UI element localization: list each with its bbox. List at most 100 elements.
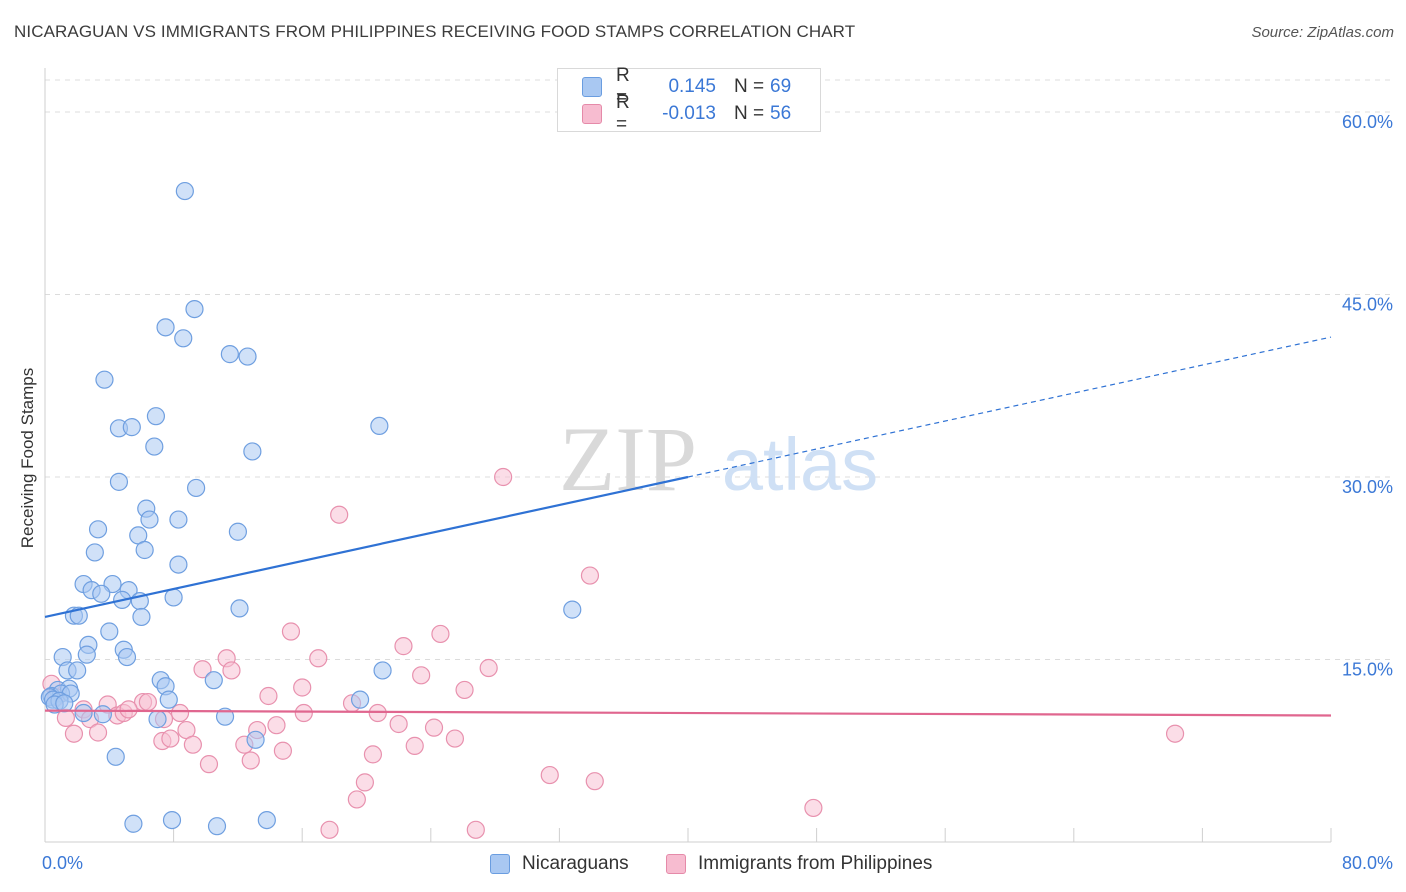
nicaraguans-point-44	[68, 661, 87, 680]
nicaraguans-point-60	[350, 690, 370, 709]
philippines-point-54	[320, 820, 339, 839]
y-tick-label-3: 60.0%	[1342, 112, 1393, 132]
nicaraguans-point-69	[207, 817, 227, 836]
nicaraguans-point-65	[246, 730, 265, 749]
philippines-point-28	[119, 700, 138, 719]
nicaraguans-point-64	[215, 707, 235, 726]
philippines-point-41	[183, 735, 202, 754]
y-tick-label-2: 45.0%	[1342, 295, 1393, 315]
philippines-point-33	[424, 718, 444, 737]
nicaraguans-point-28	[92, 584, 111, 603]
n-value: 69	[770, 76, 792, 97]
nicaraguans-point-12	[243, 442, 262, 461]
nicaraguans-point-16	[140, 510, 159, 529]
y-tick-label-0: 15.0%	[1342, 660, 1393, 680]
r-value: 0.145	[668, 76, 716, 97]
nicaraguans-point-4	[220, 345, 239, 364]
philippines-point-1	[330, 505, 349, 524]
nicaraguans-point-9	[122, 418, 141, 437]
nicaraguans-point-33	[563, 600, 582, 619]
trend-nicaraguans-dashed	[687, 336, 1332, 478]
series-nicaraguans-points	[40, 181, 582, 836]
philippines-point-44	[273, 741, 293, 760]
nicaraguans-point-22	[85, 543, 104, 562]
philippines-point-6	[309, 649, 328, 668]
legend-swatch-pink	[582, 104, 602, 124]
watermark: ZIP atlas	[559, 408, 878, 510]
philippines-point-52	[347, 790, 366, 809]
nicaraguans-point-7	[146, 407, 166, 426]
chart-source: Source: ZipAtlas.com	[1251, 24, 1394, 41]
philippines-point-5	[394, 637, 413, 656]
nicaraguans-point-21	[135, 540, 154, 560]
philippines-point-40	[445, 729, 465, 748]
watermark-zip: ZIP	[559, 408, 697, 510]
philippines-point-46	[1165, 724, 1185, 743]
philippines-point-31	[389, 714, 408, 734]
nicaraguans-point-18	[88, 520, 108, 539]
philippines-point-45	[363, 745, 383, 764]
r-value: -0.013	[662, 103, 716, 124]
correlation-legend: R = 0.145 N = 69 R = -0.013 N = 56	[557, 65, 821, 135]
nicaraguans-point-13	[187, 478, 206, 498]
nicaraguans-point-58	[55, 694, 74, 713]
philippines-point-32	[267, 716, 286, 735]
bottom-legend-label-philippines: Immigrants from Philippines	[698, 853, 933, 874]
nicaraguans-point-70	[257, 810, 276, 830]
legend-row-philippines: R = -0.013 N = 56	[582, 92, 792, 135]
nicaraguans-point-11	[145, 437, 164, 456]
nicaraguans-point-31	[164, 588, 183, 607]
bottom-legend-philippines: Immigrants from Philippines	[666, 852, 932, 876]
x-tick-label-0: 0.0%	[42, 853, 83, 873]
philippines-point-15	[259, 686, 278, 706]
philippines-point-20	[138, 692, 157, 712]
legend-swatch-blue	[582, 77, 602, 97]
axes	[44, 68, 1332, 843]
r-label: R =	[616, 92, 630, 135]
nicaraguans-point-19	[228, 522, 247, 541]
nicaraguans-point-66	[106, 747, 125, 766]
watermark-atlas: atlas	[722, 423, 878, 506]
philippines-point-50	[585, 772, 604, 791]
nicaraguans-point-68	[162, 810, 182, 830]
nicaraguans-point-23	[169, 555, 188, 574]
philippines-point-43	[405, 736, 424, 755]
nicaraguans-point-47	[204, 671, 223, 690]
series-philippines-points	[42, 467, 1185, 839]
philippines-point-39	[161, 729, 180, 748]
philippines-point-49	[540, 765, 559, 785]
bottom-legend-swatch-blue	[490, 854, 510, 874]
tick-labels: 15.0% 30.0% 45.0% 60.0% 0.0% 80.0%	[42, 112, 1393, 873]
philippines-point-8	[479, 658, 498, 678]
nicaraguans-point-6	[95, 370, 114, 389]
nicaraguans-point-2	[156, 318, 175, 337]
nicaraguans-point-63	[148, 710, 167, 729]
nicaraguans-point-14	[109, 472, 129, 491]
nicaraguans-point-5	[238, 347, 257, 366]
chart-title: NICARAGUAN VS IMMIGRANTS FROM PHILIPPINE…	[14, 22, 856, 41]
philippines-point-53	[804, 798, 823, 818]
r-label: R =	[616, 65, 630, 108]
nicaraguans-point-1	[185, 300, 204, 319]
nicaraguans-point-17	[169, 510, 188, 529]
x-tick-label-1: 80.0%	[1342, 853, 1393, 873]
philippines-point-21	[170, 703, 190, 723]
nicaraguans-point-36	[132, 607, 151, 627]
nicaraguans-point-67	[124, 814, 143, 833]
n-label: N =	[734, 103, 765, 124]
philippines-point-55	[466, 820, 485, 839]
philippines-point-4	[431, 624, 450, 644]
trend-nicaraguans-solid	[44, 475, 689, 618]
n-value: 56	[770, 103, 792, 124]
nicaraguans-point-40	[77, 645, 96, 664]
nicaraguans-point-62	[93, 705, 112, 724]
nicaraguans-point-42	[117, 647, 137, 667]
philippines-point-2	[580, 566, 600, 585]
bottom-legend-nicaraguans: Nicaraguans	[490, 852, 629, 876]
philippines-point-37	[64, 724, 84, 743]
nicaraguans-point-3	[174, 329, 193, 348]
nicaraguans-point-45	[373, 661, 392, 680]
trend-lines	[44, 336, 1332, 717]
legend-row-nicaraguans: R = 0.145 N = 69	[582, 65, 792, 108]
